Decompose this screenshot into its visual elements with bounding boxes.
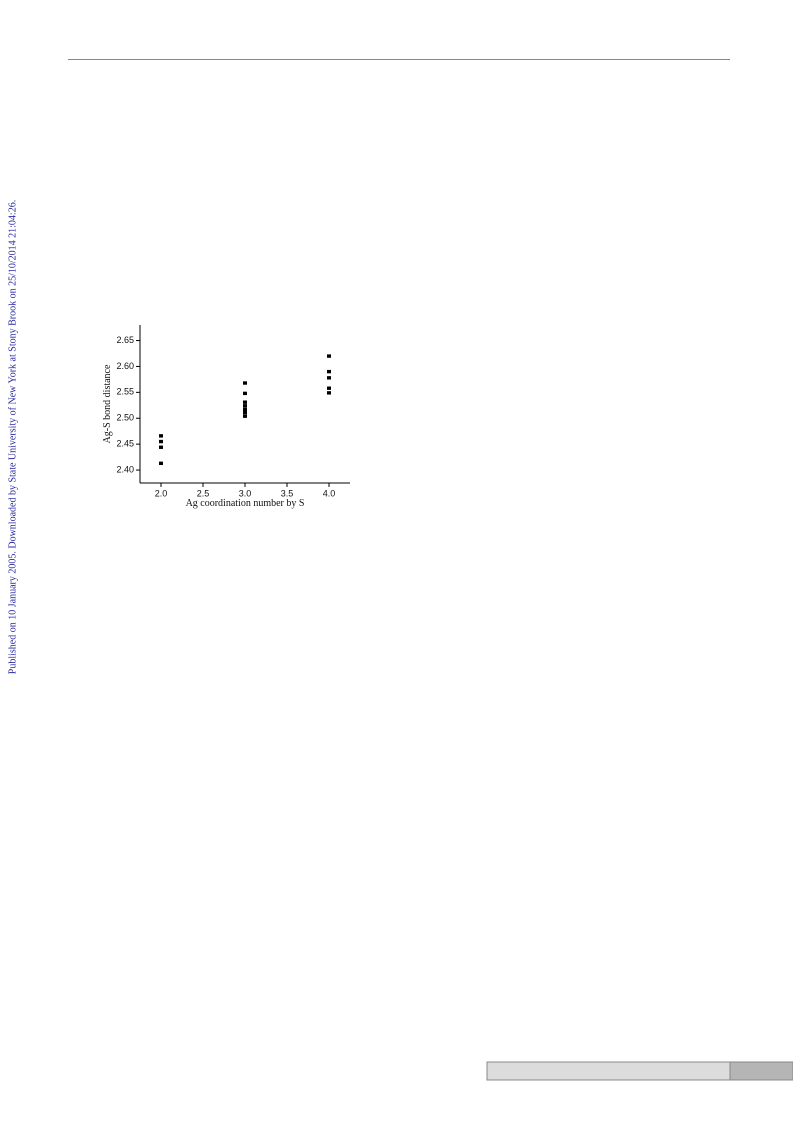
point xyxy=(243,391,247,396)
download-note: Published on 10 January 2005. Downloaded… xyxy=(7,200,18,674)
point xyxy=(159,445,163,449)
point xyxy=(243,400,247,404)
point xyxy=(243,381,247,385)
point xyxy=(243,404,247,408)
point xyxy=(243,414,247,418)
point xyxy=(159,461,163,466)
y-tick-label: 2.45 xyxy=(116,439,134,449)
y-tick-label: 2.40 xyxy=(116,464,134,474)
x-axis-label: Ag coordination number by S xyxy=(186,498,305,509)
y-tick-label: 2.60 xyxy=(116,361,134,371)
point xyxy=(327,354,331,358)
point xyxy=(327,391,331,395)
point xyxy=(159,434,163,438)
x-tick-label: 3.5 xyxy=(281,488,294,498)
y-tick-label: 2.55 xyxy=(116,387,134,397)
y-tick-label: 2.65 xyxy=(116,335,134,345)
x-tick-label: 4.0 xyxy=(323,488,336,498)
x-tick-label: 3.0 xyxy=(239,488,252,498)
x-tick-label: 2.5 xyxy=(197,488,210,498)
point xyxy=(327,376,331,380)
point xyxy=(243,407,247,412)
chart: Ag coordination number by S Ag-S bond di… xyxy=(102,325,350,509)
footer-page-box xyxy=(729,1061,793,1081)
point xyxy=(327,386,331,390)
y-axis-label: Ag-S bond distance xyxy=(102,364,113,443)
x-tick-label: 2.0 xyxy=(155,488,168,498)
point xyxy=(327,369,331,374)
point xyxy=(159,439,163,444)
point xyxy=(243,410,247,415)
y-tick-label: 2.50 xyxy=(116,413,134,423)
footer-bar xyxy=(486,1061,731,1081)
